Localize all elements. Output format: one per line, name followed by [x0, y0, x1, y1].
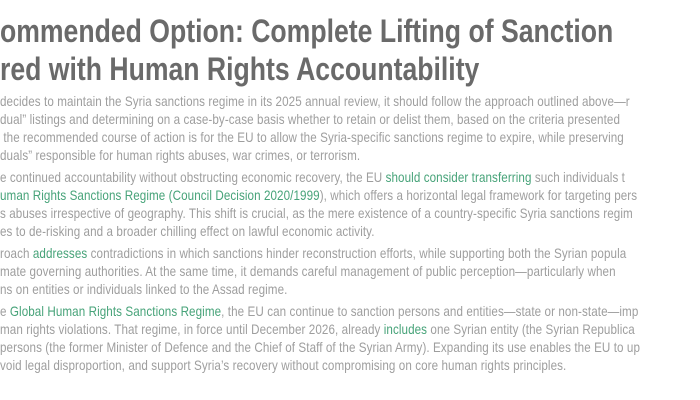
heading-line: red with Human Rights Accountability	[0, 51, 480, 87]
text-line: es to de-risking and a broader chilling …	[0, 222, 700, 240]
text-line: the recommended course of action is for …	[0, 128, 700, 146]
body-text: e	[0, 303, 10, 319]
body-text: such individuals t	[531, 169, 625, 185]
text-line: duals” responsible for human rights abus…	[0, 146, 700, 164]
link-text[interactable]: includes	[383, 321, 428, 337]
body-text: persons (the former Minister of Defence …	[0, 339, 641, 355]
body-text: es to de-risking and a broader chilling …	[0, 223, 375, 239]
body-text: void legal disproportion, and support Sy…	[0, 357, 567, 373]
link-text[interactable]: addresses	[32, 245, 88, 261]
body-text: man rights violations. That regime, in f…	[0, 321, 384, 337]
text-line: roach addresses contradictions in which …	[0, 244, 700, 262]
body-text: mate governing authorities. At the same …	[0, 263, 616, 279]
link-text[interactable]: uman Rights Sanctions Regime (Council De…	[0, 187, 320, 203]
body-text: one Syrian entity (the Syrian Republica	[427, 321, 635, 337]
text-line: man rights violations. That regime, in f…	[0, 320, 700, 338]
body-text: ns on entities or individuals linked to …	[0, 281, 288, 297]
text-line: s abuses irrespective of geography. This…	[0, 204, 700, 222]
paragraph: roach addresses contradictions in which …	[0, 244, 700, 298]
heading-line: ommended Option: Complete Lifting of San…	[0, 13, 614, 49]
body-text: decides to maintain the Syria sanctions …	[0, 93, 630, 109]
text-line: e continued accountability without obstr…	[0, 168, 700, 186]
text-line: uman Rights Sanctions Regime (Council De…	[0, 186, 700, 204]
text-line: ns on entities or individuals linked to …	[0, 280, 700, 298]
paragraph: decides to maintain the Syria sanctions …	[0, 92, 700, 164]
body-text: the recommended course of action is for …	[0, 129, 624, 145]
body-text: duals” responsible for human rights abus…	[0, 147, 361, 163]
body-text: s abuses irrespective of geography. This…	[0, 205, 633, 221]
paragraph: e Global Human Rights Sanctions Regime, …	[0, 302, 700, 374]
text-line: mate governing authorities. At the same …	[0, 262, 700, 280]
text-line: e Global Human Rights Sanctions Regime, …	[0, 302, 700, 320]
body-text: roach	[0, 245, 33, 261]
link-text[interactable]: Global Human Rights Sanctions Regime	[9, 303, 222, 319]
text-line: void legal disproportion, and support Sy…	[0, 356, 700, 374]
paragraph: e continued accountability without obstr…	[0, 168, 700, 240]
link-text[interactable]: should consider transferring	[385, 169, 532, 185]
text-line: decides to maintain the Syria sanctions …	[0, 92, 700, 110]
text-line: dual” listings and determining on a case…	[0, 110, 700, 128]
body-text: contradictions in which sanctions hinder…	[87, 245, 627, 261]
body-text: ), which offers a horizontal legal frame…	[319, 187, 638, 203]
body-text: , the EU can continue to sanction person…	[221, 303, 639, 319]
text-line: persons (the former Minister of Defence …	[0, 338, 700, 356]
page-title: ommended Option: Complete Lifting of San…	[0, 12, 700, 88]
body-text: e continued accountability without obstr…	[0, 169, 386, 185]
document-body: decides to maintain the Syria sanctions …	[0, 92, 700, 374]
document-page: ommended Option: Complete Lifting of San…	[0, 12, 700, 374]
body-text: dual” listings and determining on a case…	[0, 111, 621, 127]
